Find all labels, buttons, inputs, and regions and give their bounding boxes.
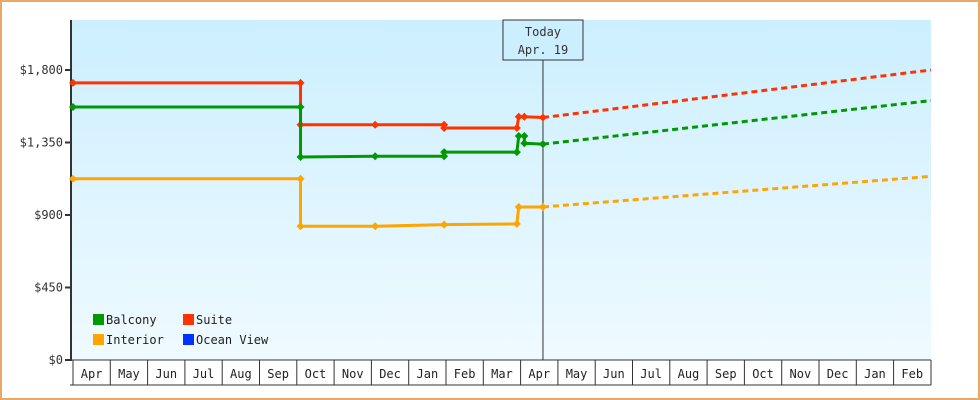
legend-swatch	[183, 314, 194, 325]
legend-swatch	[183, 334, 194, 345]
data-point	[514, 112, 523, 121]
data-point	[520, 132, 529, 141]
legend-label: Interior	[106, 333, 164, 347]
today-date: Apr. 19	[518, 43, 569, 57]
data-point	[514, 202, 523, 211]
y-tick-label: $1,350	[20, 136, 63, 150]
legend-swatch	[93, 314, 104, 325]
data-point	[371, 222, 380, 231]
forecast-line-balcony	[542, 99, 932, 146]
today-label: Today	[525, 25, 561, 39]
month-label: Nov	[342, 367, 364, 381]
data-point	[514, 132, 523, 141]
month-label: Jan	[417, 367, 439, 381]
month-label: Oct	[305, 367, 327, 381]
month-label: Sep	[715, 367, 737, 381]
month-label: Feb	[454, 367, 476, 381]
today-box	[502, 19, 584, 61]
month-label: Jul	[193, 367, 215, 381]
month-label: Aug	[678, 367, 700, 381]
plot-area	[72, 20, 931, 360]
data-point	[69, 78, 77, 87]
y-axis: $0 $450 $900 $1,350 $1,800	[20, 20, 72, 367]
data-point	[371, 120, 380, 129]
today-marker: Today Apr. 19	[502, 19, 584, 360]
data-point	[440, 124, 449, 132]
data-point	[440, 148, 449, 157]
data-point	[296, 153, 305, 161]
y-tick-label: $900	[34, 208, 63, 222]
data-point	[440, 220, 449, 229]
legend-swatch	[93, 334, 104, 345]
month-label: Nov	[790, 367, 812, 381]
y-tick-label: $0	[49, 353, 63, 367]
month-label: Dec	[379, 367, 401, 381]
data-point	[512, 148, 521, 157]
data-point	[512, 124, 521, 132]
legend-item-balcony[interactable]: Balcony	[93, 313, 157, 327]
data-point	[371, 152, 380, 161]
data-point	[296, 222, 305, 231]
month-label: May	[566, 367, 588, 381]
legend-label: Balcony	[106, 313, 157, 327]
x-axis: Apr May Jun Jul Aug Sep Oct Nov Dec Jan Feb Mar Apr M…	[70, 359, 932, 386]
data-point	[520, 112, 529, 121]
legend-label: Suite	[196, 313, 232, 327]
data-point	[69, 174, 77, 183]
data-point	[440, 152, 449, 161]
data-point	[69, 103, 77, 112]
forecast-line-suite	[542, 68, 932, 120]
month-label: Mar	[491, 367, 513, 381]
month-label: Oct	[752, 367, 774, 381]
legend-item-ocean-view[interactable]: Ocean View	[183, 333, 269, 347]
forecast-line-interior	[542, 174, 932, 209]
month-label: Jul	[640, 367, 662, 381]
month-label: Jan	[864, 367, 886, 381]
month-label: Aug	[230, 367, 252, 381]
month-label: Jun	[155, 367, 177, 381]
month-label: Dec	[827, 367, 849, 381]
legend-item-interior[interactable]: Interior	[93, 333, 164, 347]
month-label: Jun	[603, 367, 625, 381]
y-tick-label: $450	[34, 281, 63, 295]
data-point	[520, 139, 529, 148]
data-point	[296, 103, 305, 112]
month-label: Apr	[528, 367, 550, 381]
month-label: Apr	[81, 367, 103, 381]
month-label: May	[118, 367, 140, 381]
series-lines	[69, 68, 932, 231]
month-label: Sep	[267, 367, 289, 381]
legend-item-suite[interactable]: Suite	[183, 313, 232, 327]
month-label: Feb	[901, 367, 923, 381]
data-point	[296, 78, 305, 87]
legend-label: Ocean View	[196, 333, 269, 347]
data-point	[296, 174, 305, 183]
data-point	[512, 219, 521, 228]
y-tick-label: $1,800	[20, 63, 63, 77]
legend: Balcony Suite Interior Ocean View	[93, 313, 269, 347]
